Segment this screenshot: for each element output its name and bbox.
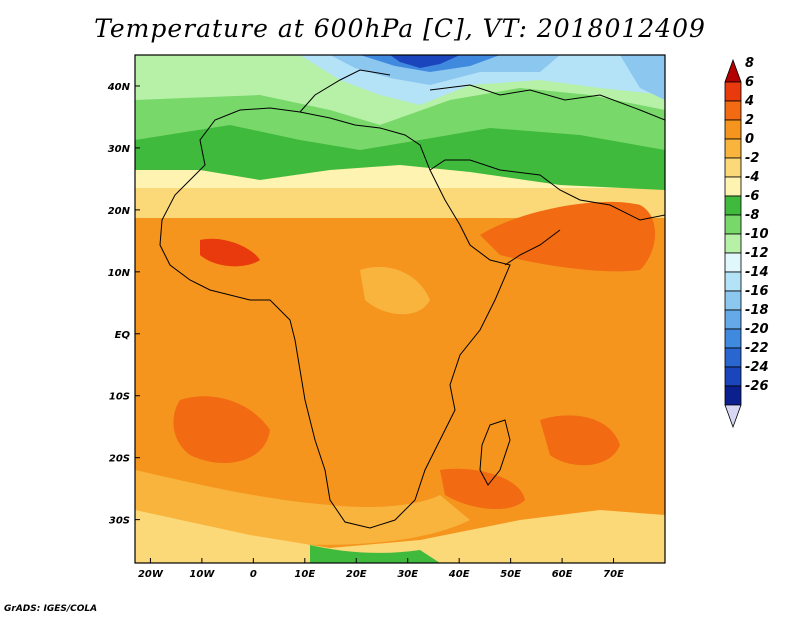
colorbar-swatch [724, 385, 742, 406]
colorbar-label: 8 [745, 56, 754, 71]
lon-tick-label: 40E [448, 569, 470, 580]
colorbar-label: 6 [745, 75, 754, 90]
lon-tick-label: 70E [603, 569, 624, 580]
colorbar-swatch [724, 176, 742, 197]
colorbar-swatch [724, 81, 742, 102]
lon-tick-label: 50E [500, 569, 521, 580]
colorbar-swatch [724, 328, 742, 349]
colorbar: 8 6 4 2 0 -2 -4 -6 -8 -10 -12 -14 -16 -18 -20 -22 -24 -26 [724, 56, 769, 429]
colorbar-swatch [724, 214, 742, 235]
lat-tick-label: 40N [107, 82, 131, 93]
colorbar-label: -22 [745, 341, 769, 356]
colorbar-swatch [724, 157, 742, 178]
plot-frame [134, 54, 666, 564]
colorbar-label: -12 [745, 246, 769, 261]
lon-tick-label: 20E [346, 569, 367, 580]
colorbar-label: -2 [745, 151, 759, 166]
colorbar-swatch [724, 100, 742, 121]
colorbar-label: -20 [745, 322, 769, 337]
colorbar-swatch [724, 290, 742, 311]
map-title: Temperature at 600hPa [C], VT: 201801240… [94, 14, 706, 43]
lat-tick-label: 20S [109, 454, 130, 465]
lat-tick-label: 30S [109, 516, 130, 527]
colorbar-label: -10 [745, 227, 769, 242]
lat-tick-label: 10N [108, 268, 131, 279]
lon-tick-label: 60E [552, 569, 573, 580]
colorbar-swatch [724, 309, 742, 330]
lon-tick-label: 20W [138, 569, 164, 580]
coastlines [159, 69, 665, 529]
lat-tick-label: 20N [108, 206, 131, 217]
colorbar-swatch [724, 252, 742, 273]
temperature-field [135, 55, 665, 563]
colorbar-label: -24 [745, 360, 769, 375]
colorbar-label: 2 [745, 113, 754, 128]
lat-tick-label: EQ [115, 330, 131, 341]
lon-tick-label: 30E [397, 569, 418, 580]
colorbar-swatch [724, 195, 742, 216]
colorbar-label: -8 [745, 208, 759, 223]
colorbar-label: -14 [745, 265, 769, 280]
lat-tick-label: 10S [109, 392, 130, 403]
colorbar-swatch [724, 347, 742, 368]
colorbar-label: -18 [745, 303, 769, 318]
colorbar-label: 0 [745, 132, 754, 147]
colorbar-swatch [724, 271, 742, 292]
latitude-axis: 40N 30N 20N 10N EQ 10S 20S 30S [107, 82, 140, 527]
credit-label: GrADS: IGES/COLA [4, 604, 98, 614]
colorbar-swatch [724, 366, 742, 387]
lat-tick-label: 30N [108, 144, 131, 155]
lon-tick-label: 10E [294, 569, 315, 580]
colorbar-label: -6 [745, 189, 759, 204]
colorbar-swatch [724, 233, 742, 254]
longitude-axis: 20W 10W 0 10E 20E 30E 40E 50E 60E 70E [138, 558, 624, 580]
colorbar-swatch [724, 138, 742, 159]
colorbar-label: 4 [744, 94, 754, 109]
lon-tick-label: 0 [250, 569, 257, 580]
colorbar-label: -4 [745, 170, 759, 185]
colorbar-swatch [724, 119, 742, 140]
colorbar-label: -16 [745, 284, 769, 299]
colorbar-label: -26 [745, 379, 769, 394]
colorbar-max-arrow [724, 58, 742, 83]
colorbar-min-arrow [724, 404, 742, 429]
lon-tick-label: 10W [189, 569, 215, 580]
